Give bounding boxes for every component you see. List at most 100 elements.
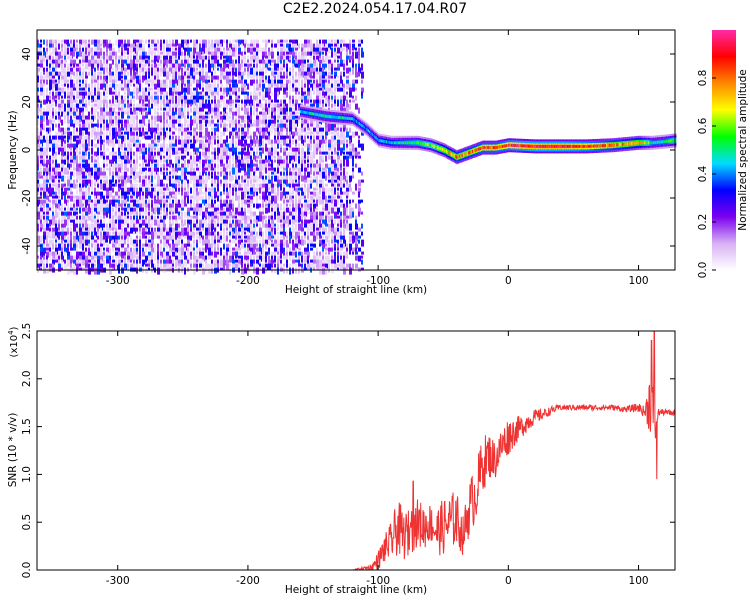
spectrogram-noise-cell: [286, 175, 288, 183]
spectrogram-noise-cell: [106, 167, 109, 171]
spectrogram-noise-cell: [292, 119, 295, 125]
spectrogram-noise-cell: [250, 139, 253, 146]
spectrogram-noise-cell: [82, 175, 85, 179]
spectrogram-noise-cell: [166, 131, 168, 138]
spectrogram-noise-cell: [223, 107, 226, 114]
spectrogram-noise-cell: [145, 159, 147, 163]
spectrogram-noise-cell: [100, 215, 102, 222]
spectrogram-noise-cell: [265, 219, 267, 224]
spectrogram-noise-cell: [169, 39, 171, 46]
spectrogram-noise-cell: [97, 239, 99, 244]
spectrogram-noise-cells: [37, 39, 364, 275]
spectrogram-noise-cell: [268, 59, 271, 66]
spectrogram-noise-cell: [226, 171, 228, 176]
spectrogram-noise-cell: [223, 215, 226, 221]
spectrogram-noise-cell: [205, 175, 208, 183]
spectrogram-noise-cell: [205, 111, 208, 115]
spectrogram-noise-cell: [49, 171, 51, 177]
spectrogram-noise-cell: [88, 207, 91, 214]
spectrogram-noise-cell: [37, 175, 40, 179]
spectrogram-noise-cell: [223, 103, 226, 109]
spectrogram-noise-cell: [163, 239, 166, 247]
spectrogram-noise-cell: [85, 55, 88, 63]
spectrogram-noise-cell: [145, 247, 147, 253]
spectrogram-noise-cell: [247, 251, 250, 255]
spectrogram-noise-cell: [250, 43, 253, 47]
spectrogram-noise-cell: [145, 111, 148, 118]
spectrogram-noise-cell: [250, 131, 252, 137]
spectrogram-noise-cell: [52, 139, 55, 146]
spectrogram-noise-cell: [235, 127, 237, 131]
spectrogram-noise-cell: [250, 111, 252, 116]
spectrogram-noise-cell: [79, 99, 82, 104]
spectrogram-noise-cell: [163, 211, 166, 216]
spectrogram-noise-cell: [58, 231, 61, 236]
spectrogram-noise-cell: [151, 211, 153, 219]
spectrogram-noise-cell: [187, 167, 189, 171]
spectrogram-noise-cell: [163, 119, 165, 127]
spectrogram-noise-cell: [52, 227, 55, 233]
spectrogram-noise-cell: [58, 171, 61, 176]
spectrogram-noise-cell: [202, 55, 205, 62]
spectrogram-noise-cell: [124, 127, 126, 132]
spectrogram-noise-cell: [307, 63, 310, 70]
spectrogram-noise-cell: [97, 219, 99, 223]
spectrogram-noise-cell: [205, 67, 207, 71]
spectrogram-noise-cell: [109, 47, 112, 51]
spectrogram-noise-cell: [289, 79, 291, 84]
spectrogram-noise-cell: [187, 63, 190, 68]
spectrogram-noise-cell: [211, 71, 213, 78]
spectrogram-noise-cell: [91, 175, 94, 179]
spectrogram-noise-cell: [109, 79, 112, 83]
spectrogram-noise-cell: [76, 127, 78, 135]
spectrogram-noise-cell: [139, 243, 141, 251]
spectrogram-noise-cell: [127, 231, 130, 237]
spectrogram-noise-cell: [166, 119, 168, 124]
spectrogram-noise-cell: [214, 247, 216, 254]
spectrogram-noise-cell: [160, 231, 163, 239]
spectrogram-noise-cell: [139, 207, 142, 212]
spectrogram-noise-cell: [253, 227, 256, 232]
spectrogram-noise-cell: [301, 135, 303, 140]
spectrogram-noise-cell: [313, 167, 316, 173]
spectrogram-noise-cell: [121, 107, 123, 111]
spectrogram-noise-cell: [277, 79, 280, 84]
spectrogram-noise-cell: [274, 71, 277, 75]
spectrogram-noise-cell: [256, 131, 258, 136]
spectrogram-noise-cell: [280, 163, 283, 169]
spectrogram-noise-cell: [127, 147, 130, 154]
spectrogram-noise-cell: [232, 231, 234, 237]
spectrogram-noise-cell: [238, 151, 241, 155]
spectrogram-noise-cell: [232, 155, 234, 162]
spectrogram-noise-cell: [310, 131, 313, 135]
spectrogram-noise-cell: [130, 135, 133, 141]
spectrogram-noise-cell: [265, 67, 267, 74]
spectrogram-noise-cell: [169, 131, 171, 139]
spectrogram-noise-cell: [124, 263, 127, 270]
spectrogram-noise-cell: [220, 87, 222, 95]
spectrogram-noise-cell: [250, 147, 253, 151]
spectrogram-noise-cell: [208, 203, 211, 209]
spectrogram-noise-cell: [118, 247, 120, 252]
spectrogram-noise-cell: [67, 39, 69, 45]
spectrogram-noise-cell: [169, 87, 172, 95]
spectrogram-noise-cell: [253, 83, 255, 89]
spectrogram-noise-cell: [109, 223, 111, 229]
spectrogram-noise-cell: [214, 175, 217, 180]
spectrogram-noise-cell: [289, 99, 291, 104]
spectrogram-noise-cell: [199, 263, 202, 268]
spectrogram-noise-cell: [160, 147, 163, 152]
spectrogram-noise-cell: [253, 211, 256, 217]
spectrogram-noise-cell: [247, 123, 250, 128]
spectrogram-noise-cell: [313, 83, 316, 89]
spectrogram-noise-cell: [232, 199, 234, 207]
spectrogram-noise-cell: [88, 195, 91, 202]
spectrogram-noise-cell: [97, 139, 99, 145]
spectrogram-noise-cell: [73, 83, 75, 89]
spectrogram-noise-cell: [100, 191, 103, 199]
spectrogram-noise-cell: [226, 127, 228, 132]
spectrogram-noise-cell: [232, 211, 235, 217]
spectrogram-noise-cell: [175, 235, 177, 242]
spectrogram-noise-cell: [256, 143, 258, 151]
spectrogram-noise-cell: [244, 227, 247, 231]
